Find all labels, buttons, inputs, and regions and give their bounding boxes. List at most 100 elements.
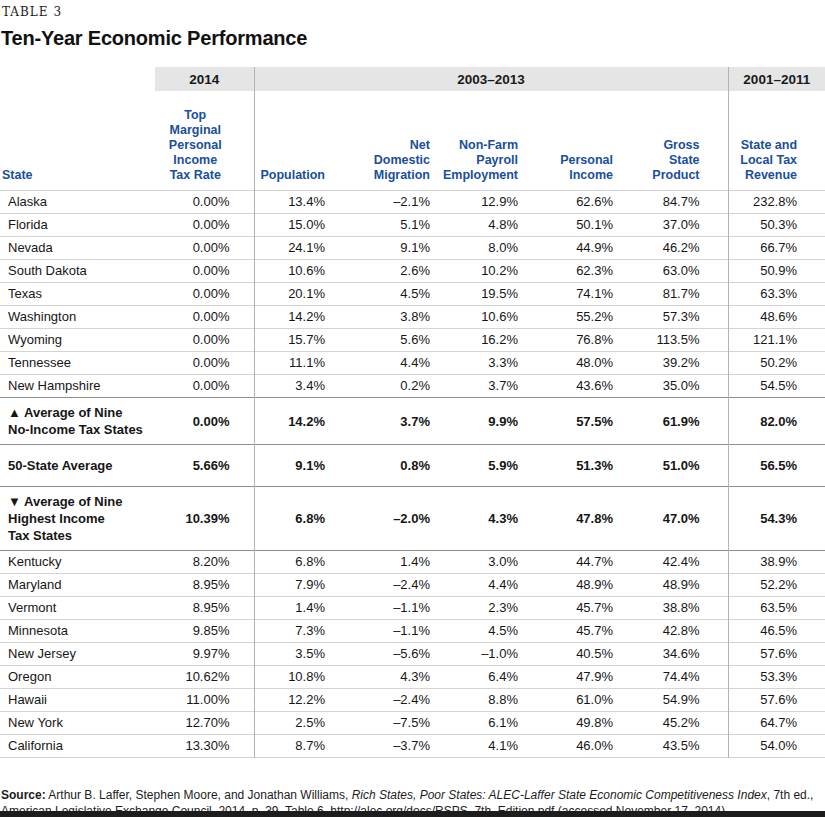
value-cell: 0.2% [345,375,440,398]
value-cell: 9.9% [440,398,538,445]
row-label: Wyoming [0,329,155,352]
value-cell: 53.3% [728,666,825,689]
value-cell: –7.5% [345,712,440,735]
value-cell: 2.5% [254,712,345,735]
value-cell: 6.1% [440,712,538,735]
value-cell: 1.4% [345,551,440,574]
value-cell: 3.7% [440,375,538,398]
value-cell: 0.00% [155,375,254,398]
value-cell: 57.5% [538,398,630,445]
value-cell: 55.2% [538,306,630,329]
value-cell: 7.3% [254,620,345,643]
band-spacer [0,67,155,91]
row-label: Nevada [0,237,155,260]
header-population: Population [254,91,345,191]
value-cell: 50.1% [538,214,630,237]
value-cell: 9.1% [254,445,345,487]
value-cell: 9.1% [345,237,440,260]
value-cell: 34.6% [630,643,728,666]
table-body: Alaska0.00%13.4%–2.1%12.9%62.6%84.7%232.… [0,191,825,758]
value-cell: –2.0% [345,487,440,551]
table-row: Tennessee0.00%11.1%4.4%3.3%48.0%39.2%50.… [0,352,825,375]
band-2001-2011: 2001–2011 [728,67,825,91]
value-cell: 56.5% [728,445,825,487]
value-cell: 8.7% [254,735,345,758]
row-label: Kentucky [0,551,155,574]
table-row: Alaska0.00%13.4%–2.1%12.9%62.6%84.7%232.… [0,191,825,214]
value-cell: 8.95% [155,597,254,620]
table-row: Nevada0.00%24.1%9.1%8.0%44.9%46.2%66.7% [0,237,825,260]
value-cell: –2.1% [345,191,440,214]
row-label: California [0,735,155,758]
header-gross-state-product: Gross State Product [630,91,728,191]
value-cell: 0.00% [155,214,254,237]
row-label: Vermont [0,597,155,620]
value-cell: 66.7% [728,237,825,260]
value-cell: 63.3% [728,283,825,306]
value-cell: 45.7% [538,597,630,620]
table-row: New York12.70%2.5%–7.5%6.1%49.8%45.2%64.… [0,712,825,735]
value-cell: 44.9% [538,237,630,260]
page-title: Ten-Year Economic Performance [1,27,825,50]
value-cell: 50.3% [728,214,825,237]
value-cell: 13.30% [155,735,254,758]
value-cell: 121.1% [728,329,825,352]
value-cell: 5.6% [345,329,440,352]
table-row: Hawaii11.00%12.2%–2.4%8.8%61.0%54.9%57.6… [0,689,825,712]
row-label: New Jersey [0,643,155,666]
value-cell: 43.5% [630,735,728,758]
value-cell: 19.5% [440,283,538,306]
row-label: Florida [0,214,155,237]
value-cell: 47.9% [538,666,630,689]
value-cell: 46.0% [538,735,630,758]
header-state-local-tax-revenue: State and Local Tax Revenue [728,91,825,191]
value-cell: 20.1% [254,283,345,306]
row-label: Oregon [0,666,155,689]
value-cell: 0.00% [155,329,254,352]
value-cell: 13.4% [254,191,345,214]
value-cell: 0.00% [155,352,254,375]
value-cell: 11.1% [254,352,345,375]
value-cell: 62.3% [538,260,630,283]
value-cell: 38.9% [728,551,825,574]
column-header-row: State Top Marginal Personal Income Tax R… [0,91,825,191]
value-cell: 62.6% [538,191,630,214]
value-cell: 6.4% [440,666,538,689]
value-cell: 10.8% [254,666,345,689]
value-cell: 8.95% [155,574,254,597]
value-cell: 3.8% [345,306,440,329]
row-label: Texas [0,283,155,306]
value-cell: 42.8% [630,620,728,643]
value-cell: 4.5% [345,283,440,306]
value-cell: 5.1% [345,214,440,237]
value-cell: 10.39% [155,487,254,551]
table-number: TABLE 3 [2,5,825,19]
table-row: Vermont8.95%1.4%–1.1%2.3%45.7%38.8%63.5% [0,597,825,620]
table-row: Wyoming0.00%15.7%5.6%16.2%76.8%113.5%121… [0,329,825,352]
value-cell: 38.8% [630,597,728,620]
value-cell: 5.9% [440,445,538,487]
value-cell: 47.0% [630,487,728,551]
value-cell: 52.2% [728,574,825,597]
value-cell: 64.7% [728,712,825,735]
value-cell: 47.8% [538,487,630,551]
table-row: New Jersey9.97%3.5%–5.6%–1.0%40.5%34.6%5… [0,643,825,666]
value-cell: 51.3% [538,445,630,487]
table-row: Texas0.00%20.1%4.5%19.5%74.1%81.7%63.3% [0,283,825,306]
value-cell: 3.0% [440,551,538,574]
value-cell: 54.3% [728,487,825,551]
value-cell: 14.2% [254,306,345,329]
table-row: South Dakota0.00%10.6%2.6%10.2%62.3%63.0… [0,260,825,283]
header-tax-rate: Top Marginal Personal Income Tax Rate [155,91,254,191]
value-cell: 40.5% [538,643,630,666]
table-row: California13.30%8.7%–3.7%4.1%46.0%43.5%5… [0,735,825,758]
header-nonfarm-payroll: Non-Farm Payroll Employment [440,91,538,191]
row-label: New York [0,712,155,735]
value-cell: –2.4% [345,689,440,712]
value-cell: 4.3% [345,666,440,689]
value-cell: 61.9% [630,398,728,445]
value-cell: 12.2% [254,689,345,712]
value-cell: 10.6% [440,306,538,329]
value-cell: 15.7% [254,329,345,352]
value-cell: 3.4% [254,375,345,398]
